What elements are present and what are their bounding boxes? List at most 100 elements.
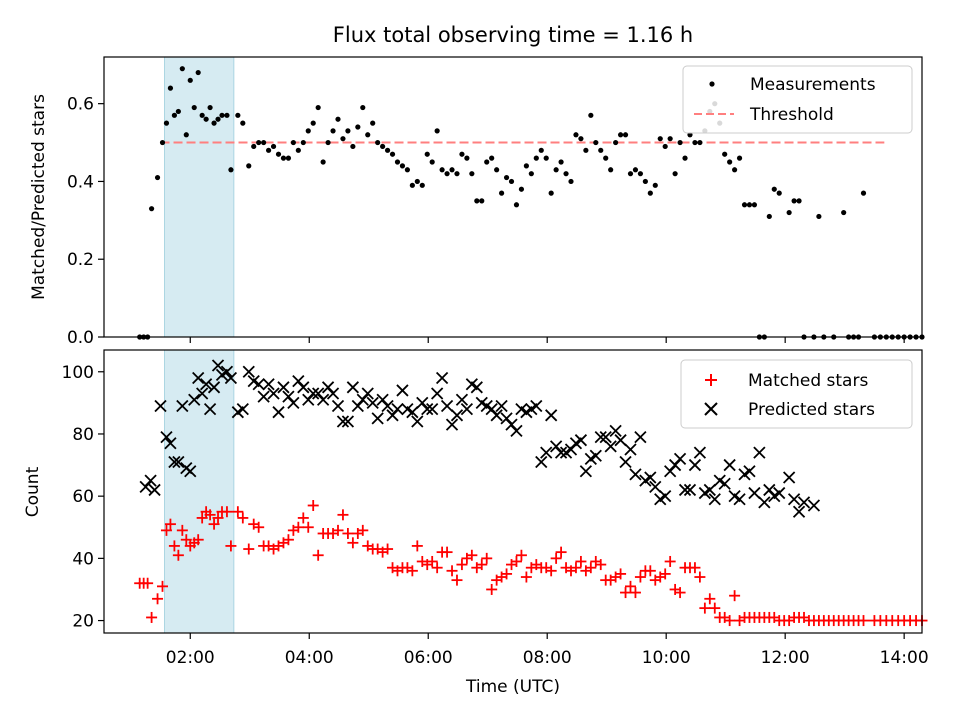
predicted-star-point bbox=[160, 430, 173, 444]
matched-star-point bbox=[292, 521, 304, 533]
measurement-point bbox=[508, 178, 515, 185]
matched-star-point bbox=[426, 555, 438, 567]
predicted-star-point bbox=[188, 393, 201, 406]
measurement-point bbox=[682, 155, 688, 161]
measurement-point bbox=[246, 163, 252, 169]
measurement-point bbox=[662, 143, 668, 150]
measurement-point bbox=[474, 198, 480, 204]
measurement-point bbox=[370, 120, 376, 126]
matched-star-point bbox=[357, 524, 369, 536]
matched-star-point bbox=[221, 506, 233, 518]
predicted-star-point bbox=[599, 430, 612, 444]
predicted-star-point bbox=[683, 483, 697, 497]
top-panel: Flux total observing time = 1.16 h Match… bbox=[29, 23, 925, 348]
measurement-point bbox=[543, 155, 549, 161]
measurement-point bbox=[518, 186, 525, 192]
matched-star-point bbox=[456, 559, 468, 571]
bottom-axes-frame bbox=[103, 349, 923, 634]
predicted-star-point bbox=[168, 455, 181, 469]
predicted-star-point bbox=[242, 365, 255, 378]
measurement-point bbox=[148, 206, 155, 212]
measurement-point bbox=[270, 143, 277, 150]
measurement-point bbox=[434, 128, 440, 134]
predicted-star-point bbox=[164, 437, 177, 450]
predicted-star-point bbox=[708, 493, 721, 506]
measurement-point bbox=[667, 136, 673, 142]
predicted-star-point bbox=[743, 465, 756, 478]
predicted-star-point bbox=[346, 381, 360, 394]
measurement-point bbox=[751, 202, 758, 208]
matched-star-point bbox=[172, 549, 184, 561]
measurement-point bbox=[163, 120, 170, 126]
predicted-star-point bbox=[624, 443, 637, 456]
measurement-point bbox=[429, 159, 435, 165]
measurement-point bbox=[657, 136, 663, 142]
matched-star-point bbox=[674, 587, 686, 599]
bottom-xtick-label: 06:00 bbox=[404, 648, 453, 668]
measurement-point bbox=[538, 147, 544, 153]
measurement-point bbox=[672, 171, 678, 177]
measurement-point bbox=[228, 167, 234, 173]
measurement-point bbox=[563, 171, 569, 177]
matched-star-point bbox=[615, 568, 627, 580]
measurement-point bbox=[325, 139, 331, 146]
predicted-star-point bbox=[272, 406, 285, 419]
matched-star-point bbox=[575, 555, 587, 567]
predicted-star-point bbox=[678, 483, 692, 497]
matched-star-point bbox=[337, 509, 349, 521]
matched-star-point bbox=[520, 571, 532, 583]
predicted-star-point bbox=[807, 499, 821, 512]
matched-star-point bbox=[282, 534, 294, 546]
predicted-star-point bbox=[236, 402, 249, 416]
matched-star-point bbox=[858, 615, 870, 627]
measurement-point bbox=[251, 143, 257, 150]
legend-matched-marker bbox=[705, 374, 717, 386]
highlight-span bbox=[164, 349, 235, 634]
measurement-point bbox=[776, 190, 782, 196]
matched-star-point bbox=[629, 587, 641, 599]
measurement-point bbox=[345, 128, 351, 134]
legend-threshold-label: Threshold bbox=[749, 105, 834, 125]
top-axes-frame bbox=[103, 56, 923, 338]
measurement-point bbox=[548, 190, 554, 196]
bottom-xtick-label: 10:00 bbox=[642, 648, 691, 668]
measurement-point bbox=[199, 112, 205, 118]
matched-star-point bbox=[620, 587, 632, 599]
matched-star-point bbox=[142, 577, 154, 589]
matched-star-point bbox=[342, 527, 354, 539]
predicted-star-point bbox=[693, 446, 707, 459]
predicted-star-point bbox=[455, 393, 469, 406]
measurement-point bbox=[175, 108, 181, 115]
predicted-star-point bbox=[753, 446, 766, 459]
measurement-point bbox=[786, 209, 792, 216]
predicted-star-point bbox=[440, 399, 454, 413]
measurement-point bbox=[419, 182, 425, 188]
measurement-point bbox=[652, 182, 658, 188]
measurement-point bbox=[697, 139, 703, 146]
matched-star-point bbox=[729, 590, 741, 602]
predicted-star-point bbox=[490, 409, 503, 422]
measurement-point bbox=[365, 132, 371, 138]
predicted-star-point bbox=[673, 452, 687, 465]
predicted-star-point bbox=[252, 378, 265, 391]
matched-star-point bbox=[431, 562, 443, 574]
predicted-star-point bbox=[773, 486, 786, 500]
matched-star-point bbox=[232, 506, 244, 518]
measurement-point bbox=[179, 66, 185, 72]
predicted-star-point bbox=[594, 430, 607, 444]
predicted-star-point bbox=[176, 399, 189, 413]
measurement-point bbox=[211, 120, 217, 126]
measurement-point bbox=[195, 69, 201, 76]
measurement-point bbox=[154, 174, 161, 181]
predicted-star-point bbox=[203, 402, 217, 416]
predicted-star-point bbox=[545, 409, 558, 422]
predicted-star-point bbox=[287, 396, 300, 410]
predicted-star-point bbox=[277, 381, 290, 394]
predicted-star-point bbox=[748, 486, 761, 500]
top-legend: Measurements Threshold bbox=[682, 65, 913, 134]
predicted-star-point bbox=[211, 359, 225, 372]
predicted-star-point bbox=[396, 384, 409, 397]
matched-star-point bbox=[208, 518, 220, 530]
measurement-point bbox=[503, 174, 510, 181]
predicted-star-point bbox=[445, 418, 459, 431]
